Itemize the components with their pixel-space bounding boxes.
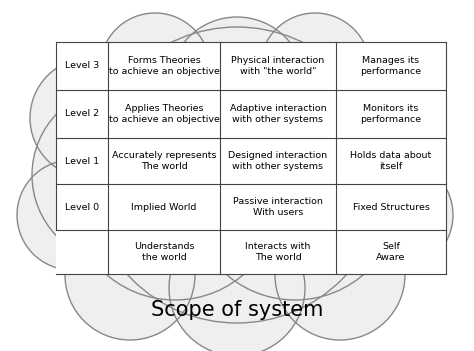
Text: Level 3: Level 3 (65, 61, 99, 71)
Circle shape (260, 13, 370, 123)
Text: Level 1: Level 1 (65, 157, 99, 166)
Text: Manages its
performance: Manages its performance (360, 56, 421, 76)
Text: Scope of system: Scope of system (151, 300, 323, 320)
Circle shape (17, 160, 127, 270)
Text: Passive interaction
With users: Passive interaction With users (233, 197, 323, 217)
Circle shape (89, 27, 385, 323)
Text: Interacts with
The world: Interacts with The world (246, 242, 310, 262)
Text: Designed interaction
with other systems: Designed interaction with other systems (228, 151, 328, 171)
Text: Level 2: Level 2 (65, 110, 99, 119)
Circle shape (30, 58, 150, 178)
Text: Accurately represents
The world: Accurately represents The world (112, 151, 216, 171)
Circle shape (70, 90, 280, 300)
Circle shape (318, 58, 438, 178)
Text: Level 0: Level 0 (65, 203, 99, 212)
Text: Forms Theories
to achieve an objective: Forms Theories to achieve an objective (109, 56, 219, 76)
Text: Implied World: Implied World (131, 203, 197, 212)
Circle shape (275, 210, 405, 340)
Circle shape (169, 17, 305, 153)
Text: Adaptive interaction
with other systems: Adaptive interaction with other systems (230, 104, 326, 124)
Circle shape (190, 90, 400, 300)
Text: Applies Theories
to achieve an objective: Applies Theories to achieve an objective (109, 104, 219, 124)
Text: Understands
the world: Understands the world (134, 242, 194, 262)
Text: Self
Aware: Self Aware (376, 242, 406, 262)
Circle shape (262, 87, 438, 263)
Text: Fixed Structures: Fixed Structures (353, 203, 429, 212)
Circle shape (32, 87, 208, 263)
Text: Holds data about
itself: Holds data about itself (350, 151, 432, 171)
Circle shape (100, 13, 210, 123)
FancyBboxPatch shape (56, 42, 446, 274)
Text: Monitors its
performance: Monitors its performance (360, 104, 421, 124)
Circle shape (169, 220, 305, 351)
Circle shape (343, 160, 453, 270)
Circle shape (65, 210, 195, 340)
Text: Physical interaction
with "the world": Physical interaction with "the world" (231, 56, 325, 76)
